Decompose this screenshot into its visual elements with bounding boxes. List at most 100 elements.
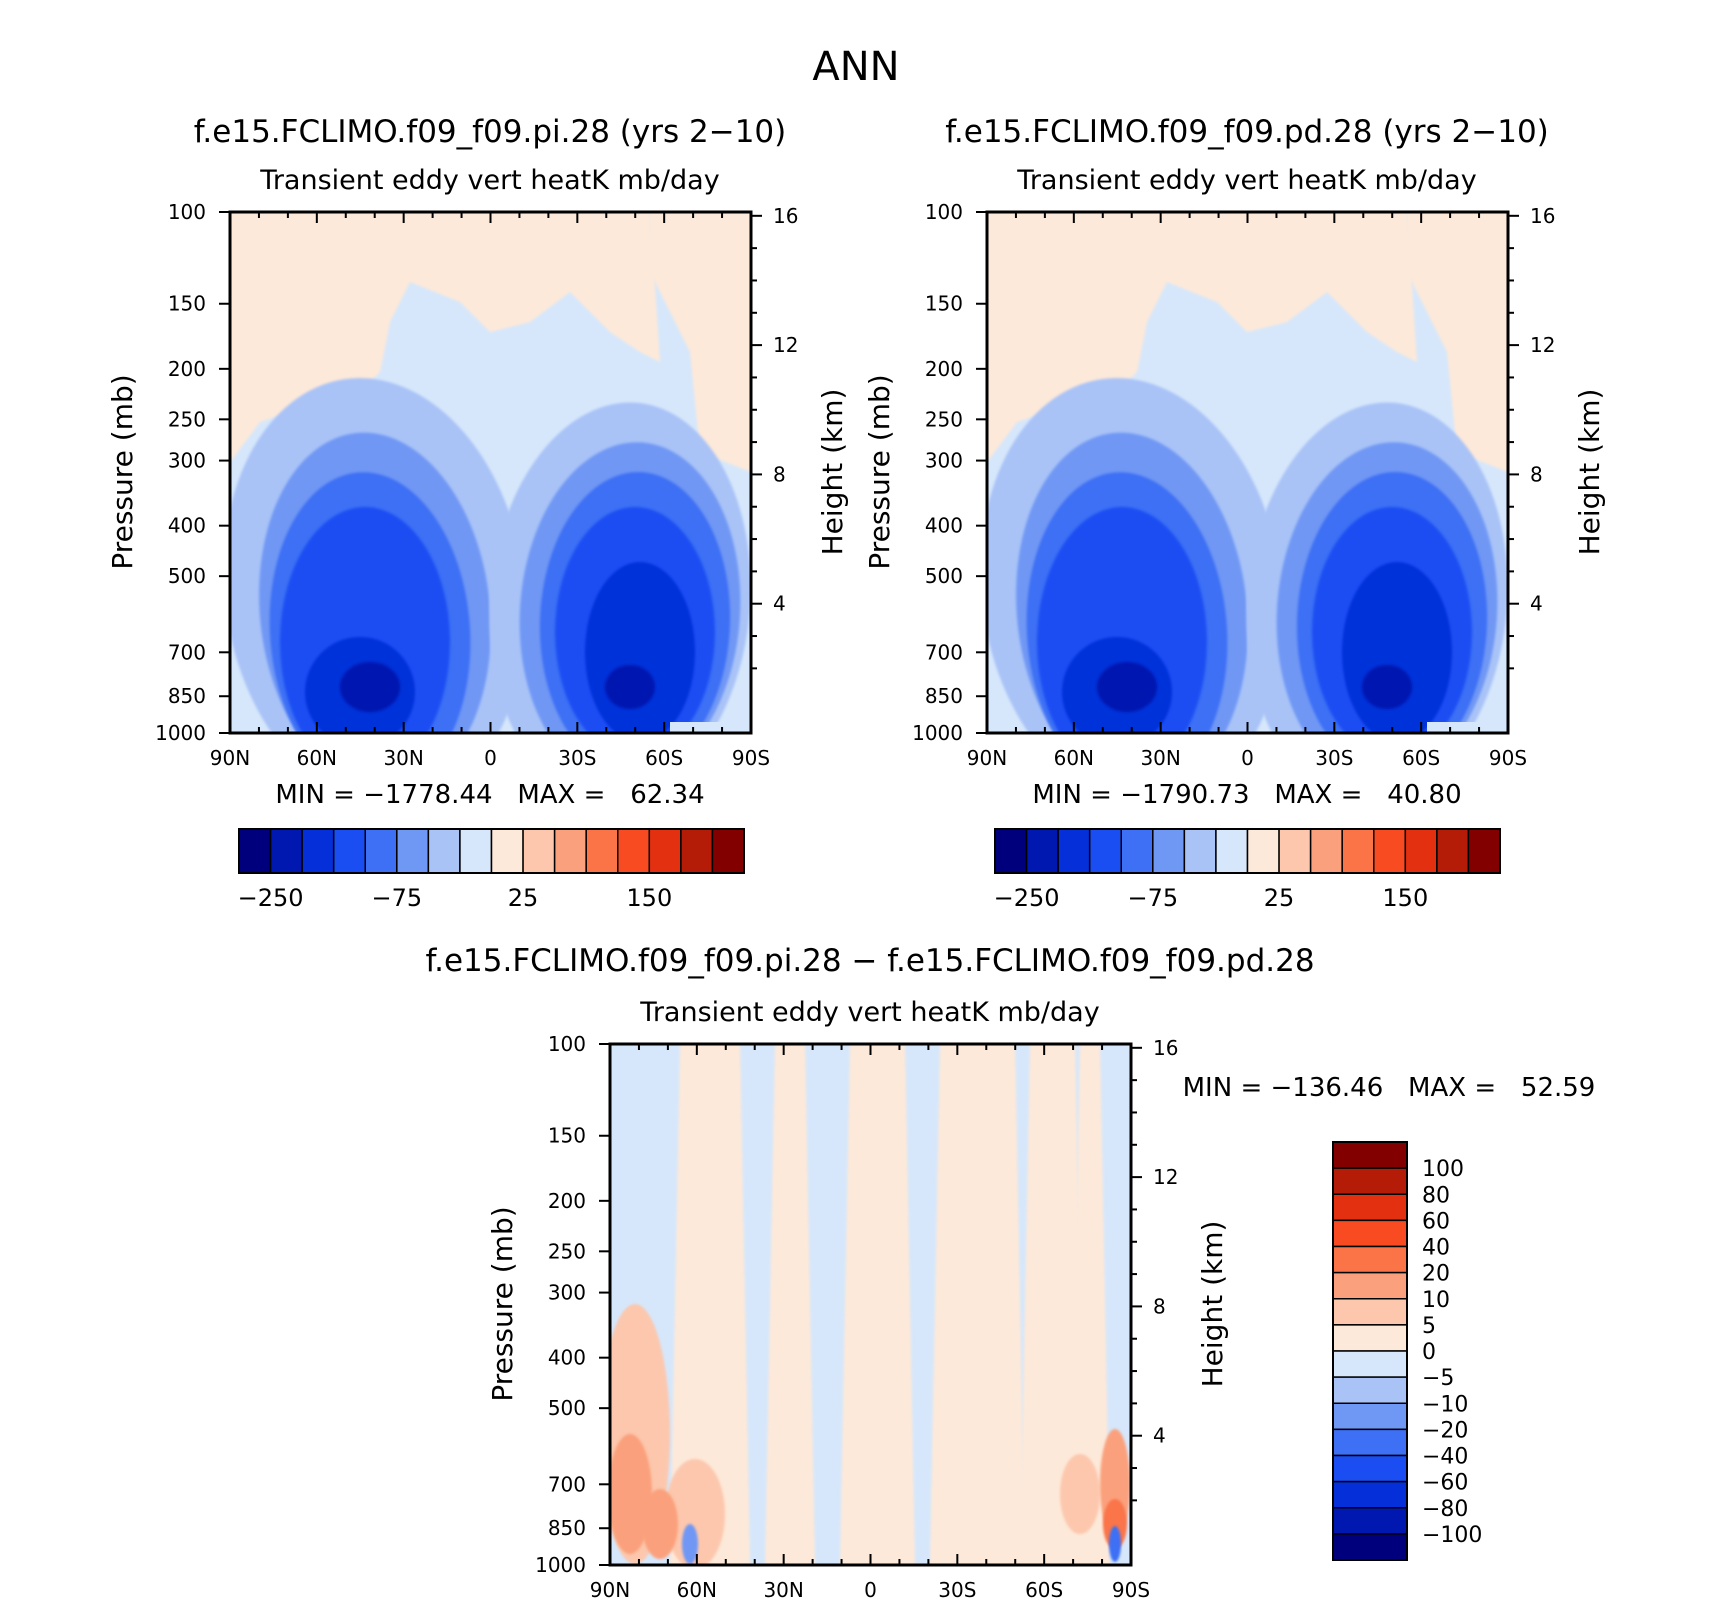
colorbar-swatch	[1332, 1324, 1408, 1352]
panel-1-colorbar: −250 −75 25 150	[238, 828, 745, 912]
y-tick-label: 700	[548, 1472, 586, 1496]
colorbar-swatch	[1332, 1533, 1408, 1561]
panel-3-stats: MIN = −136.46 MAX = 52.59	[1183, 1073, 1596, 1103]
y2-tick-label: 4	[1153, 1424, 1166, 1448]
y2-tick-label: 4	[773, 592, 786, 616]
x-tick-label: 90N	[967, 746, 1007, 770]
colorbar-swatch	[1215, 828, 1249, 874]
panel-2: f.e15.FCLIMO.f09_f09.pd.28 (yrs 2−10) Tr…	[863, 114, 1606, 912]
colorbar-label: −250	[238, 884, 304, 912]
colorbar-label: 20	[1422, 1262, 1450, 1287]
y-tick-label: 1000	[155, 721, 206, 745]
y2-tick-label: 16	[1153, 1036, 1178, 1060]
y-tick-label: 300	[925, 449, 963, 473]
y-tick-label: 850	[925, 684, 963, 708]
x-tick-label: 30N	[383, 746, 423, 770]
y-tick-label: 850	[168, 684, 206, 708]
colorbar-label: −60	[1422, 1471, 1468, 1496]
y-tick-label: 200	[168, 357, 206, 381]
y-tick-label: 250	[168, 407, 206, 431]
y-tick-label: 250	[925, 407, 963, 431]
x-tick-label: 30N	[1140, 746, 1180, 770]
panel-2-title: f.e15.FCLIMO.f09_f09.pd.28 (yrs 2−10)	[945, 114, 1549, 150]
colorbar-swatch	[1025, 828, 1059, 874]
x-tick-label: 0	[864, 1578, 877, 1601]
colorbar-swatch	[490, 828, 524, 874]
y-tick-label: 100	[168, 200, 206, 224]
y2-tick-label: 4	[1530, 592, 1543, 616]
colorbar-swatch	[1332, 1298, 1408, 1326]
colorbar-swatch	[1332, 1402, 1408, 1431]
colorbar-swatch	[1332, 1193, 1408, 1222]
panel-1-stats: MIN = −1778.44 MAX = 62.34	[275, 780, 704, 810]
colorbar-swatch	[711, 828, 745, 874]
colorbar-swatch	[1057, 828, 1091, 874]
y-tick-label: 300	[548, 1281, 586, 1305]
panel-3: f.e15.FCLIMO.f09_f09.pi.28 − f.e15.FCLIM…	[425, 943, 1596, 1602]
colorbar-swatch	[396, 828, 430, 874]
colorbar-label: 80	[1422, 1183, 1450, 1208]
colorbar-swatch	[553, 828, 587, 874]
panel-2-stats: MIN = −1790.73 MAX = 40.80	[1032, 780, 1461, 810]
y-tick-label: 700	[168, 640, 206, 664]
x-tick-label: 90S	[732, 746, 770, 770]
x-tick-label: 60N	[297, 746, 337, 770]
colorbar-label: 0	[1422, 1340, 1436, 1365]
x-tick-label: 30N	[763, 1578, 803, 1601]
colorbar-label: 40	[1422, 1236, 1450, 1261]
y2-tick-label: 12	[1530, 333, 1555, 357]
y2-tick-label: 8	[773, 462, 786, 486]
x-tick-label: 60N	[677, 1578, 717, 1601]
colorbar-swatch	[1120, 828, 1154, 874]
colorbar-swatch	[1341, 828, 1375, 874]
colorbar-label: −40	[1422, 1445, 1468, 1470]
panel-3-ylabel: Pressure (mb)	[486, 1206, 519, 1401]
y-tick-label: 1000	[912, 721, 963, 745]
x-tick-label: 60S	[1025, 1578, 1063, 1601]
x-tick-label: 60S	[1402, 746, 1440, 770]
panel-3-y2label: Height (km)	[1196, 1221, 1229, 1388]
y-tick-label: 400	[548, 1346, 586, 1370]
colorbar-swatch	[994, 828, 1028, 874]
colorbar-swatch	[1332, 1376, 1408, 1404]
x-tick-label: 60N	[1054, 746, 1094, 770]
colorbar-label: 25	[508, 884, 539, 912]
x-tick-label: 90N	[210, 746, 250, 770]
colorbar-swatch	[1332, 1141, 1408, 1169]
x-tick-label: 90N	[590, 1578, 630, 1601]
colorbar-swatch	[1278, 828, 1312, 874]
colorbar-label: −20	[1422, 1418, 1468, 1443]
y2-tick-label: 16	[1530, 204, 1555, 228]
x-tick-label: 30S	[1315, 746, 1353, 770]
y-tick-label: 100	[925, 200, 963, 224]
panel-1-y2label: Height (km)	[816, 389, 849, 556]
y-tick-label: 500	[925, 564, 963, 588]
colorbar-swatch	[1332, 1350, 1408, 1378]
x-tick-label: 0	[484, 746, 497, 770]
colorbar-swatch	[1152, 828, 1186, 874]
colorbar-swatch	[617, 828, 651, 874]
x-tick-label: 30S	[558, 746, 596, 770]
y-tick-label: 200	[925, 357, 963, 381]
y-tick-label: 150	[925, 292, 963, 316]
colorbar-swatch	[522, 828, 556, 874]
panel-3-axes: 90N 60N 30N 0 30S 60S 90S 100 150 200 250 300 400 500…	[535, 1032, 1178, 1602]
y-tick-label: 400	[925, 514, 963, 538]
colorbar-label: −250	[994, 884, 1060, 912]
colorbar-swatch	[1309, 828, 1343, 874]
y-tick-label: 150	[548, 1124, 586, 1148]
colorbar-swatch	[1332, 1428, 1408, 1457]
panel-1-subtitle: Transient eddy vert heatK mb/day	[259, 165, 719, 196]
colorbar-swatch	[1332, 1271, 1408, 1300]
y-tick-label: 850	[548, 1516, 586, 1540]
colorbar-label: −75	[371, 884, 422, 912]
colorbar-label: −10	[1422, 1392, 1468, 1417]
panel-3-title: f.e15.FCLIMO.f09_f09.pi.28 − f.e15.FCLIM…	[425, 943, 1314, 979]
colorbar-swatch	[269, 828, 303, 874]
colorbar-swatch	[1332, 1454, 1408, 1483]
colorbar-swatch	[1088, 828, 1122, 874]
panel-3-subtitle: Transient eddy vert heatK mb/day	[639, 997, 1099, 1028]
y-tick-label: 1000	[535, 1553, 586, 1577]
colorbar-swatch	[1373, 828, 1407, 874]
